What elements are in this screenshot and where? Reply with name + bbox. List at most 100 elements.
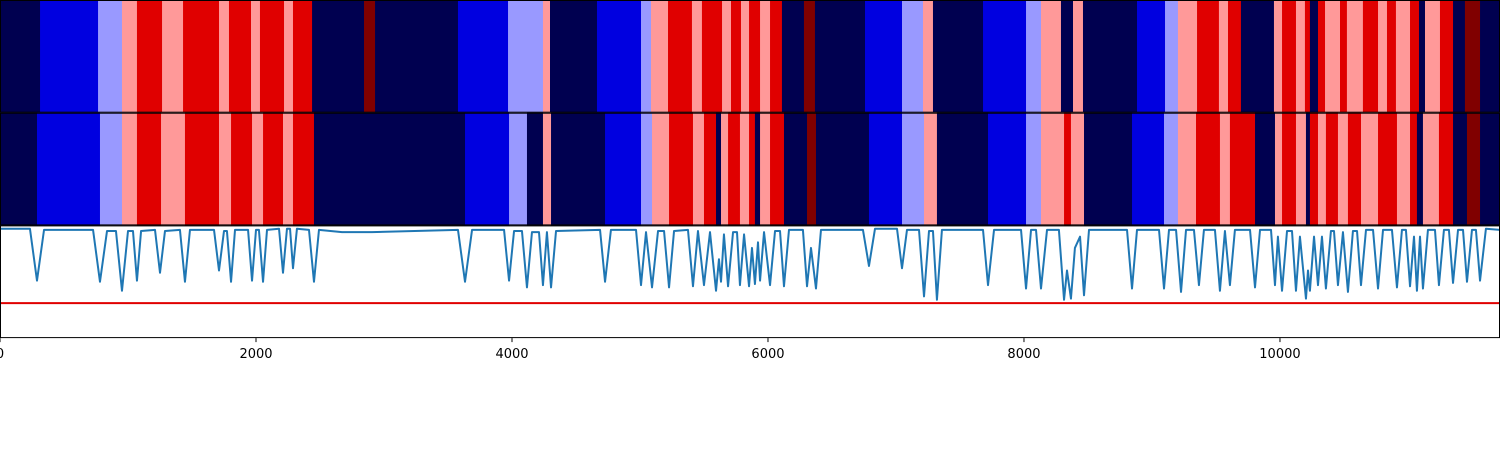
segment [1255, 112, 1276, 226]
segment [1177, 112, 1197, 226]
segment [542, 112, 552, 226]
segment [1164, 112, 1179, 226]
segment [252, 112, 264, 226]
segment [40, 0, 99, 113]
segment [922, 0, 934, 113]
segment [692, 112, 705, 226]
segment [1177, 0, 1198, 113]
segment [749, 112, 756, 226]
segment [754, 112, 761, 226]
segment [641, 112, 653, 226]
x-tick-label: 10000 [1259, 347, 1300, 362]
segment [716, 112, 722, 226]
x-tick-label: 4000 [495, 347, 528, 362]
segment [669, 112, 694, 226]
segment [1282, 112, 1297, 226]
segment [509, 112, 528, 226]
segment [1219, 112, 1231, 226]
segment [1317, 112, 1327, 226]
segment [1309, 0, 1319, 113]
segment [1410, 0, 1420, 113]
segment [1340, 0, 1348, 113]
segment [1026, 0, 1042, 113]
segment [1295, 0, 1306, 113]
segment [219, 112, 232, 226]
segment [1424, 0, 1441, 113]
segment [983, 0, 1027, 113]
segment [932, 0, 984, 113]
segment [1438, 112, 1454, 226]
segment [312, 0, 365, 113]
segment [375, 0, 459, 113]
segment [770, 112, 785, 226]
segment [292, 112, 315, 226]
segment [0, 112, 38, 226]
segment [1309, 112, 1319, 226]
segment [730, 0, 742, 113]
segment [508, 0, 544, 113]
segment [807, 112, 817, 226]
segment [1165, 0, 1179, 113]
segment [703, 112, 717, 226]
segment [98, 0, 123, 113]
segment [228, 0, 252, 113]
segment [988, 112, 1027, 226]
x-tick-label: 2000 [239, 347, 272, 362]
segment [1378, 0, 1388, 113]
segment [722, 0, 732, 113]
segment [760, 0, 771, 113]
x-tick-label: 8000 [1007, 347, 1040, 362]
segment [749, 0, 761, 113]
segment [1229, 112, 1256, 226]
segment [936, 112, 989, 226]
segment [739, 112, 750, 226]
segment [162, 0, 184, 113]
segment [1439, 0, 1454, 113]
segment [1082, 0, 1138, 113]
segment [1274, 112, 1283, 226]
segment [1453, 0, 1466, 113]
segment [1347, 112, 1362, 226]
segment [1064, 112, 1072, 226]
segment [605, 112, 642, 226]
segment [99, 112, 123, 226]
segment [1418, 0, 1426, 113]
segment [652, 112, 670, 226]
segment [364, 0, 376, 113]
segment [865, 0, 903, 113]
segment [184, 112, 220, 226]
segment [1218, 0, 1229, 113]
segment [1453, 112, 1468, 226]
segment [1273, 0, 1283, 113]
segment [263, 112, 284, 226]
segment [803, 0, 816, 113]
segment [868, 112, 903, 226]
segment [740, 0, 750, 113]
segment [542, 0, 551, 113]
segment [783, 112, 808, 226]
segment [231, 112, 253, 226]
segment [721, 112, 729, 226]
segment [924, 112, 938, 226]
segment [1305, 112, 1311, 226]
segment [1396, 112, 1411, 226]
segment [251, 0, 261, 113]
segment [1240, 0, 1275, 113]
segment [770, 0, 783, 113]
segment [1386, 0, 1397, 113]
segment [551, 112, 606, 226]
segment [292, 0, 313, 113]
segment [219, 0, 230, 113]
segment [1346, 0, 1364, 113]
segment [641, 0, 652, 113]
segment [1362, 0, 1379, 113]
segment [701, 0, 723, 113]
segment [1325, 0, 1341, 113]
segment [1060, 0, 1074, 113]
segment [814, 0, 866, 113]
segment [1466, 112, 1481, 226]
segment [1132, 112, 1165, 226]
segment [650, 0, 669, 113]
segment [1317, 0, 1326, 113]
